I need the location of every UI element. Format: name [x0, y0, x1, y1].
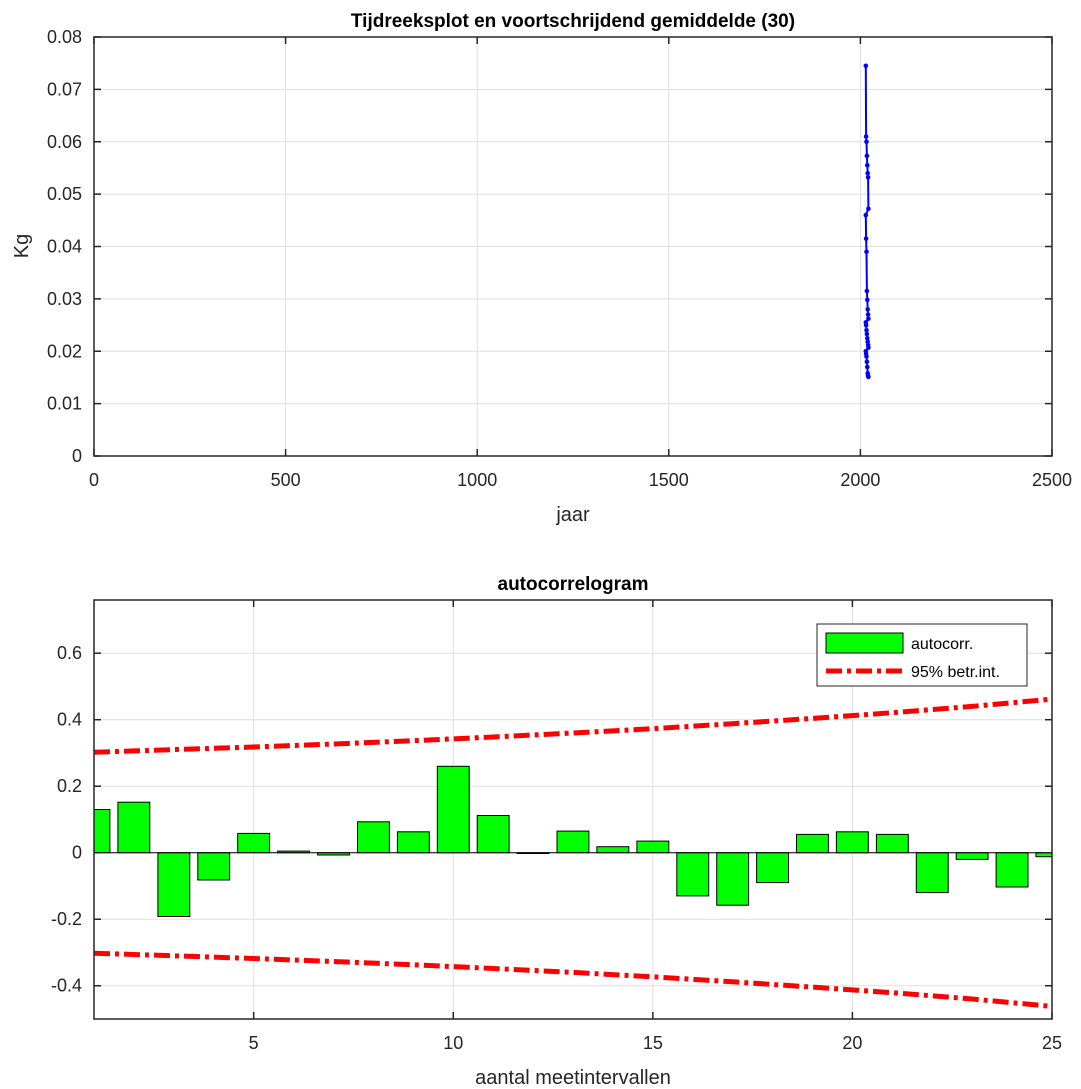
timeseries-xtick-label: 1000 — [457, 470, 497, 490]
timeseries-point — [864, 354, 869, 359]
timeseries-point — [866, 316, 871, 322]
autocorrelogram-xtick-label: 5 — [249, 1033, 259, 1053]
timeseries-point — [864, 288, 870, 294]
autocorr-bar — [636, 840, 670, 854]
confidence-interval-lines — [93, 696, 1053, 1009]
timeseries-point — [863, 322, 869, 328]
autocorr-bar — [476, 815, 510, 854]
legend-label-autocorr: autocorr. — [911, 636, 973, 653]
autocorrelogram-xtick-label: 20 — [842, 1033, 862, 1053]
autocorr-bar — [955, 852, 989, 860]
timeseries-point — [864, 153, 870, 159]
timeseries-ylabel: Kg — [11, 234, 33, 258]
autocorrelogram-ticks: 5 10 15 20 25 -0.4 -0.2 0 0.2 0.4 0.6 — [51, 600, 1062, 1053]
timeseries-panel: 0 500 1000 1500 2000 2500 0 0.01 0.02 0.03 0.04 0.0… — [11, 11, 1072, 526]
timeseries-point — [866, 374, 871, 380]
autocorr-bar — [556, 830, 590, 854]
autocorrelogram-ytick-label: 0.6 — [57, 643, 82, 663]
autocorrelogram-title: autocorrelogram — [498, 574, 649, 595]
timeseries-ytick-label: 0.06 — [47, 132, 82, 152]
timeseries-point — [865, 170, 870, 176]
autocorrelogram-xtick-label: 15 — [643, 1033, 663, 1053]
autocorr-bar — [596, 846, 630, 854]
autocorrelogram-axes-box — [93, 599, 1053, 1020]
autocorr-bar — [875, 833, 909, 854]
autocorrelogram-ytick-label: 0.2 — [57, 776, 82, 796]
timeseries-point — [865, 297, 870, 303]
legend: autocorr. 95% betr.int. — [816, 623, 1028, 687]
timeseries-point — [865, 312, 871, 317]
timeseries-xtick-label: 2500 — [1032, 470, 1072, 490]
timeseries-point — [864, 139, 869, 145]
timeseries-point — [866, 206, 871, 212]
timeseries-ticks: 0 500 1000 1500 2000 2500 0 0.01 0.02 0.03 0.04 0.0… — [47, 27, 1072, 490]
autocorr-bar — [357, 821, 390, 854]
autocorrelogram-ytick-label: 0 — [72, 843, 82, 863]
timeseries-xtick-label: 2000 — [840, 470, 880, 490]
autocorrelogram-xtick-label: 25 — [1042, 1033, 1062, 1053]
autocorrelogram-bars — [94, 765, 1052, 918]
autocorr-bar — [117, 801, 151, 854]
autocorrelogram-ytick-label: -0.2 — [51, 909, 82, 929]
autocorrelogram-ytick-label: 0.4 — [57, 710, 82, 730]
timeseries-point — [865, 163, 870, 168]
autocorr-bar — [915, 852, 949, 894]
timeseries-ytick-label: 0.08 — [47, 27, 82, 47]
timeseries-axes-box — [93, 36, 1053, 457]
timeseries-point — [863, 212, 869, 218]
autocorrelogram-xtick-label: 10 — [443, 1033, 463, 1053]
timeseries-ytick-label: 0.05 — [47, 184, 82, 204]
autocorr-bar — [835, 831, 869, 854]
timeseries-point — [865, 175, 871, 180]
timeseries-point — [864, 328, 869, 333]
autocorr-bar — [237, 832, 271, 854]
ci-lower-line — [93, 950, 1053, 1009]
autocorr-bar — [157, 852, 191, 918]
autocorr-bar — [995, 852, 1029, 888]
timeseries-point — [864, 331, 870, 337]
legend-swatch-autocorr — [825, 632, 904, 654]
timeseries-series — [863, 63, 871, 380]
timeseries-point — [864, 359, 870, 365]
autocorrelogram-ytick-label: -0.4 — [51, 976, 82, 996]
autocorr-bar — [796, 833, 829, 854]
autocorr-bar — [396, 831, 430, 854]
autocorr-bar — [197, 852, 231, 881]
autocorr-bar — [676, 852, 710, 897]
timeseries-point — [866, 345, 871, 350]
autocorr-bar — [716, 852, 750, 906]
legend-label-ci: 95% betr.int. — [911, 664, 1000, 681]
autocorr-bar — [756, 852, 789, 884]
timeseries-title: Tijdreeksplot en voortschrijdend gemidde… — [351, 11, 795, 32]
timeseries-ytick-label: 0 — [72, 446, 82, 466]
timeseries-ytick-label: 0.01 — [47, 394, 82, 414]
autocorrelogram-xlabel: aantal meetintervallen — [475, 1067, 671, 1089]
timeseries-ytick-label: 0.02 — [47, 341, 82, 361]
ci-upper-line — [93, 696, 1053, 755]
autocorr-bar — [94, 809, 111, 854]
timeseries-point — [863, 63, 869, 69]
timeseries-point — [863, 134, 869, 139]
timeseries-point — [865, 364, 870, 370]
timeseries-point — [863, 236, 869, 241]
timeseries-xtick-label: 500 — [271, 470, 301, 490]
timeseries-xtick-label: 0 — [89, 470, 99, 490]
autocorr-bar — [436, 765, 470, 854]
timeseries-xlabel: jaar — [555, 504, 590, 526]
timeseries-point — [865, 307, 870, 312]
timeseries-xtick-label: 1500 — [649, 470, 689, 490]
timeseries-ytick-label: 0.07 — [47, 79, 82, 99]
timeseries-ytick-label: 0.04 — [47, 237, 82, 257]
timeseries-point — [865, 335, 870, 341]
autocorrelogram-panel: 5 10 15 20 25 -0.4 -0.2 0 0.2 0.4 0.6 autocorrelog… — [51, 574, 1062, 1089]
timeseries-ytick-label: 0.03 — [47, 289, 82, 309]
timeseries-point — [864, 249, 869, 254]
